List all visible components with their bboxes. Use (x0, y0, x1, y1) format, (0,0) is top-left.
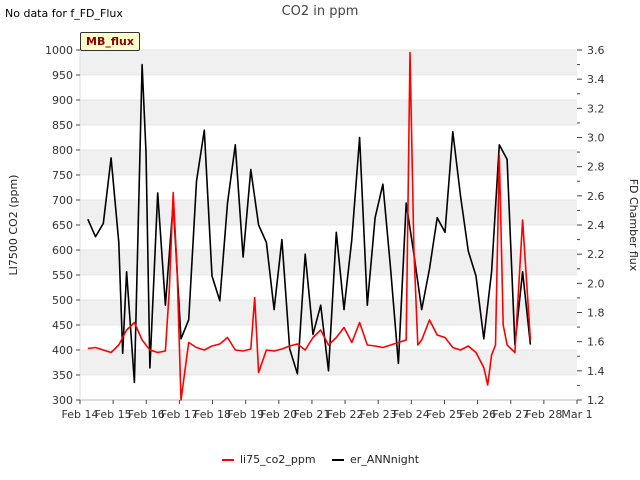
x-tick-label: Feb 17 (161, 408, 198, 421)
x-tick-label: Mar 1 (561, 408, 592, 421)
y-tick-label: 600 (52, 244, 73, 257)
y-tick-label: 650 (52, 219, 73, 232)
y-tick-label: 550 (52, 269, 73, 282)
legend-label-li75: li75_co2_ppm (240, 453, 316, 466)
y2-axis-label: FD Chamber flux (627, 179, 640, 272)
y2-tick-label: 3.4 (587, 73, 605, 86)
x-tick-label: Feb 26 (459, 408, 496, 421)
x-tick-label: Feb 18 (194, 408, 231, 421)
y2-tick-label: 1.4 (587, 365, 605, 378)
legend: li75_co2_ppm er_ANNnight (0, 453, 640, 469)
grid-band (80, 300, 577, 325)
y-tick-label: 850 (52, 119, 73, 132)
y-tick-label: 350 (52, 369, 73, 382)
y-tick-label: 750 (52, 169, 73, 182)
y2-tick-label: 2.0 (587, 277, 605, 290)
grid-band (80, 50, 577, 75)
y-tick-label: 1000 (45, 44, 73, 57)
x-tick-label: Feb 15 (95, 408, 132, 421)
y2-tick-label: 3.6 (587, 44, 605, 57)
y-tick-label: 700 (52, 194, 73, 207)
chart-title: CO2 in ppm (281, 4, 359, 19)
legend-item-ann: er_ANNnight (332, 453, 419, 466)
y-axis-label: LI7500 CO2 (ppm) (7, 175, 20, 276)
y2-tick-label: 1.6 (587, 336, 605, 349)
x-tick-label: Feb 19 (227, 408, 264, 421)
series-line-li75_co2_ppm (87, 51, 532, 401)
y-tick-label: 400 (52, 344, 73, 357)
x-tick-label: Feb 27 (492, 408, 529, 421)
x-tick-label: Feb 24 (393, 408, 430, 421)
y2-tick-label: 2.4 (587, 219, 605, 232)
y2-tick-label: 1.8 (587, 307, 605, 320)
y-tick-label: 300 (52, 394, 73, 407)
y2-tick-label: 3.0 (587, 132, 605, 145)
y-tick-label: 950 (52, 69, 73, 82)
y-tick-label: 800 (52, 144, 73, 157)
legend-label-ann: er_ANNnight (350, 453, 420, 466)
legend-swatch-li75 (222, 458, 234, 461)
y-tick-label: 450 (52, 319, 73, 332)
y2-tick-label: 2.2 (587, 248, 605, 261)
x-tick-label: Feb 16 (128, 408, 165, 421)
mb-flux-badge: MB_flux (80, 32, 140, 51)
x-tick-label: Feb 14 (62, 408, 99, 421)
grid-band (80, 150, 577, 175)
x-tick-label: Feb 23 (360, 408, 397, 421)
y2-tick-label: 2.8 (587, 161, 605, 174)
grid-band (80, 100, 577, 125)
series-line-er_ANNnight (87, 63, 532, 384)
x-tick-label: Feb 20 (260, 408, 297, 421)
y2-tick-label: 1.2 (587, 394, 605, 407)
legend-swatch-ann (332, 458, 344, 461)
legend-item-li75: li75_co2_ppm (222, 453, 316, 466)
no-data-status: No data for f_FD_Flux (5, 7, 123, 20)
y2-tick-label: 2.6 (587, 190, 605, 203)
y-tick-label: 500 (52, 294, 73, 307)
x-tick-label: Feb 21 (293, 408, 330, 421)
x-tick-label: Feb 28 (525, 408, 562, 421)
y-tick-label: 900 (52, 94, 73, 107)
x-tick-label: Feb 25 (426, 408, 463, 421)
x-tick-label: Feb 22 (327, 408, 364, 421)
y2-tick-label: 3.2 (587, 102, 605, 115)
grid-band (80, 200, 577, 225)
